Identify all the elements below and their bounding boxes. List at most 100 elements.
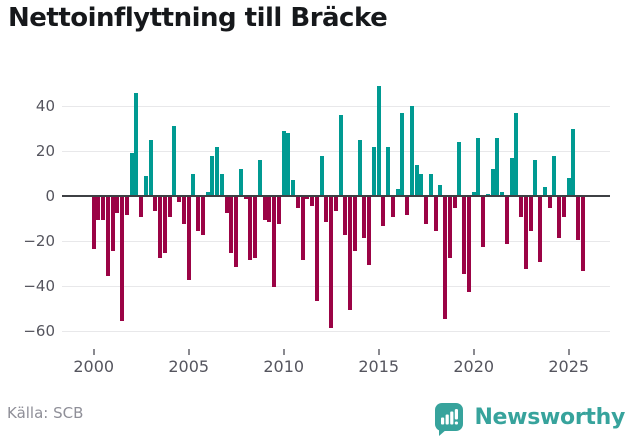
x-tick-2010	[282, 349, 285, 355]
bar	[571, 128, 576, 196]
bar	[139, 197, 144, 218]
gridline-y--60	[62, 331, 610, 332]
bar	[376, 85, 381, 196]
bar	[105, 197, 110, 276]
source-caption: Källa: SCB	[7, 404, 84, 422]
bar	[481, 197, 486, 247]
bar	[234, 197, 239, 267]
bar	[305, 197, 310, 200]
bar	[485, 193, 490, 196]
bar	[538, 197, 543, 263]
bar	[129, 153, 134, 196]
bar	[276, 197, 281, 224]
bar	[148, 139, 153, 196]
bar	[158, 197, 163, 258]
bar	[457, 142, 462, 196]
bar	[253, 197, 258, 258]
bar	[476, 137, 481, 196]
bar	[200, 197, 205, 236]
bar	[523, 197, 528, 269]
bar	[205, 191, 210, 196]
bar	[96, 197, 101, 220]
y-axis-label: 0	[45, 187, 55, 205]
bar	[162, 197, 167, 254]
bar	[300, 197, 305, 260]
gridline-y-20	[62, 151, 610, 152]
bar	[490, 169, 495, 196]
bar	[462, 197, 467, 274]
y-axis-label: −20	[23, 232, 55, 250]
bar	[367, 197, 372, 265]
bar	[238, 169, 243, 196]
newsworthy-icon	[435, 403, 464, 436]
bar	[433, 197, 438, 231]
bar	[215, 146, 220, 196]
zero-baseline	[62, 195, 610, 197]
bar	[257, 160, 262, 196]
bar	[262, 197, 267, 220]
bar	[471, 191, 476, 196]
x-axis-label: 2000	[73, 357, 115, 376]
bar	[115, 197, 120, 213]
bar	[381, 197, 386, 227]
x-tick-2005	[187, 349, 190, 355]
y-axis-label: 40	[35, 97, 55, 115]
bar	[124, 197, 129, 215]
y-axis-label: 20	[35, 142, 55, 160]
bar	[405, 197, 410, 215]
bar	[547, 197, 552, 209]
bar	[566, 178, 571, 196]
bar	[514, 112, 519, 196]
bar	[357, 139, 362, 196]
gridline-y--20	[62, 241, 610, 242]
bar	[443, 197, 448, 319]
brand-logo[interactable]: Newsworthy	[434, 400, 625, 436]
plot-area	[62, 70, 610, 347]
bar	[101, 197, 106, 220]
bar	[509, 157, 514, 196]
gridline-y-40	[62, 106, 610, 107]
x-axis-label: 2010	[263, 357, 305, 376]
bar	[210, 155, 215, 196]
bar	[329, 197, 334, 328]
x-tick-2000	[92, 349, 95, 355]
bar	[552, 155, 557, 196]
bar	[395, 189, 400, 196]
bar	[181, 197, 186, 224]
bar	[324, 197, 329, 222]
bar	[91, 197, 96, 249]
bar	[291, 180, 296, 196]
bar	[519, 197, 524, 218]
bar	[580, 197, 585, 272]
bar	[177, 197, 182, 202]
bar	[447, 197, 452, 258]
bar	[248, 197, 253, 260]
bar	[400, 112, 405, 196]
bar	[286, 133, 291, 196]
bar	[352, 197, 357, 251]
bar	[153, 197, 158, 211]
x-axis-label: 2015	[358, 357, 400, 376]
bar	[191, 173, 196, 196]
bar	[310, 197, 315, 206]
bar	[362, 197, 367, 238]
x-tick-2020	[472, 349, 475, 355]
bar	[319, 155, 324, 196]
bar	[504, 197, 509, 245]
bar	[272, 197, 277, 287]
bar	[495, 137, 500, 196]
bar	[243, 197, 248, 200]
y-axis-label: −60	[23, 322, 55, 340]
bar	[438, 184, 443, 196]
bar	[343, 197, 348, 236]
bar	[314, 197, 319, 301]
bar	[576, 197, 581, 240]
bar	[424, 197, 429, 224]
bar	[390, 197, 395, 218]
bar	[295, 197, 300, 209]
bar	[186, 197, 191, 281]
x-tick-2015	[377, 349, 380, 355]
bar	[557, 197, 562, 238]
bar	[500, 191, 505, 196]
